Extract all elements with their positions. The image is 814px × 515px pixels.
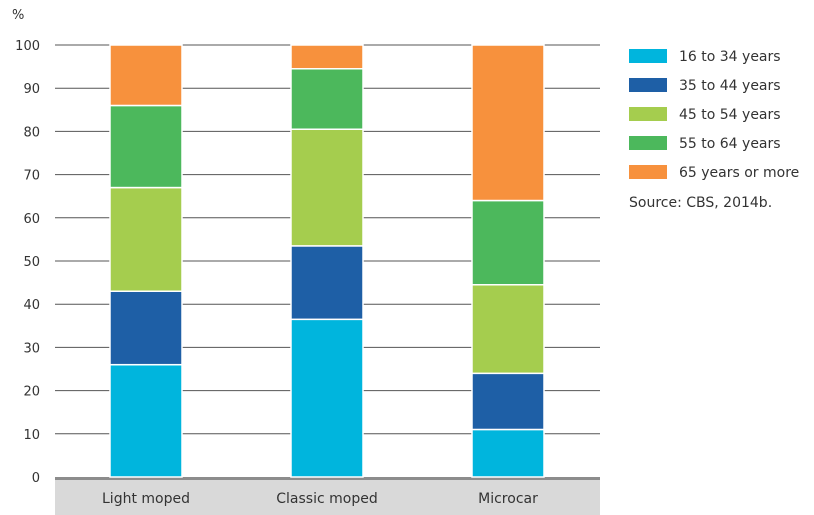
y-tick-label: 50 <box>23 255 40 270</box>
legend-label: 55 to 64 years <box>679 136 781 152</box>
bar-segment <box>290 245 364 321</box>
legend-swatch <box>629 49 667 63</box>
y-tick-label: 60 <box>23 212 40 227</box>
bar-segment <box>471 44 545 202</box>
bar-segment <box>290 128 364 247</box>
y-tick-label: 100 <box>15 39 40 54</box>
category-labels: Light moped Classic moped Microcar <box>102 491 538 507</box>
y-tick-label: 30 <box>23 341 40 356</box>
legend-label: 65 years or more <box>679 165 799 181</box>
bar-segment <box>471 428 545 478</box>
bar-segment <box>109 186 183 292</box>
y-tick-label: 0 <box>32 471 40 486</box>
y-tick-label: 90 <box>23 82 40 97</box>
legend: 16 to 34 years 35 to 44 years 45 to 54 yea… <box>629 49 799 181</box>
y-tick-label: 80 <box>23 125 40 140</box>
source-note: Source: CBS, 2014b. <box>629 195 772 211</box>
category-axis-band <box>55 480 600 515</box>
legend-swatch <box>629 78 667 92</box>
bar-segment <box>290 44 364 70</box>
bar-segment <box>109 104 183 189</box>
y-axis-tick-labels: 0 10 20 30 40 50 60 70 80 90 100 <box>15 39 40 486</box>
y-tick-label: 40 <box>23 298 40 313</box>
y-tick-label: 10 <box>23 428 40 443</box>
y-tick-label: 70 <box>23 169 40 184</box>
legend-swatch <box>629 165 667 179</box>
bar-segment <box>290 68 364 130</box>
legend-swatch <box>629 136 667 150</box>
bar-segment <box>471 284 545 375</box>
legend-swatch <box>629 107 667 121</box>
category-label: Classic moped <box>276 491 377 507</box>
legend-label: 16 to 34 years <box>679 49 781 65</box>
legend-label: 35 to 44 years <box>679 78 781 94</box>
category-label: Microcar <box>478 491 538 507</box>
bar-segment <box>109 363 183 478</box>
bar-segment <box>471 372 545 431</box>
bar-segment <box>109 44 183 107</box>
bar-segment <box>109 290 183 366</box>
bars <box>109 44 545 478</box>
y-axis-unit-label: % <box>12 8 24 23</box>
legend-label: 45 to 54 years <box>679 107 781 123</box>
category-label: Light moped <box>102 491 190 507</box>
bar-segment <box>290 318 364 478</box>
bar-segment <box>471 199 545 286</box>
y-tick-label: 20 <box>23 385 40 400</box>
